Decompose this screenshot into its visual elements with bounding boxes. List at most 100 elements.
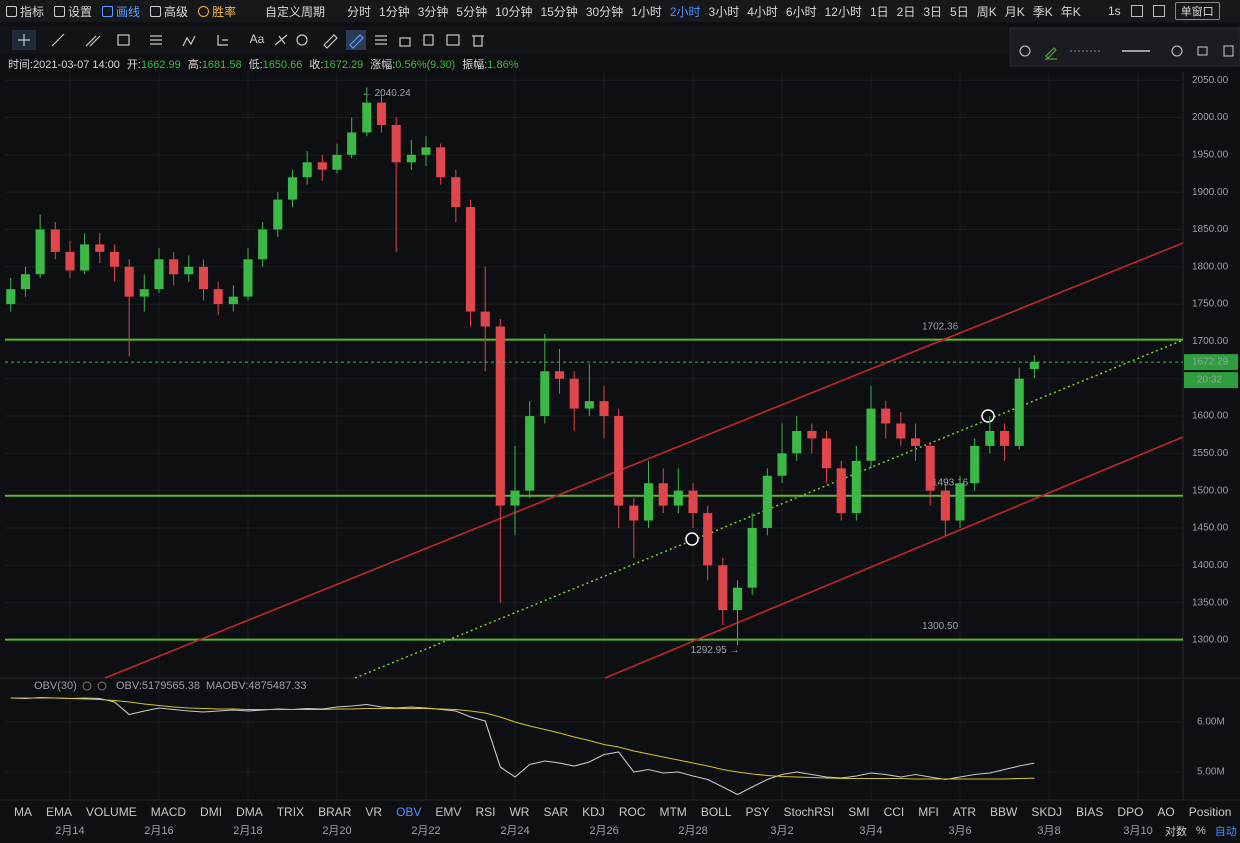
- period[interactable]: 2日: [896, 4, 916, 19]
- indicator-tab[interactable]: BBW: [990, 805, 1018, 819]
- indicator-tab[interactable]: VR: [365, 805, 383, 819]
- tool-fib[interactable]: [150, 35, 162, 45]
- popout[interactable]: [1152, 5, 1165, 17]
- candle-body: [258, 229, 268, 260]
- indicator-tab[interactable]: MTM: [659, 805, 687, 819]
- indicator-tab[interactable]: CCI: [883, 805, 905, 819]
- indicator-tab[interactable]: DMI: [200, 805, 223, 819]
- tool-magnet[interactable]: [296, 34, 308, 46]
- tool-wave[interactable]: [182, 35, 196, 47]
- tool-copy[interactable]: [423, 34, 434, 46]
- indicator-tab[interactable]: VOLUME: [86, 805, 137, 819]
- period[interactable]: 月K: [1004, 4, 1025, 19]
- indicator-tab[interactable]: BOLL: [700, 805, 732, 819]
- indicator-tab[interactable]: MA: [14, 805, 32, 819]
- period[interactable]: 季K: [1032, 4, 1053, 19]
- custom-period[interactable]: 自定义周期: [265, 4, 326, 19]
- indicator-tab[interactable]: DMA: [236, 805, 263, 819]
- tool-draw-mode[interactable]: [349, 34, 364, 49]
- toolbar-item[interactable]: 高级: [150, 3, 188, 20]
- period[interactable]: 3日: [923, 4, 943, 19]
- float-tool-undo[interactable]: [1019, 45, 1031, 57]
- period[interactable]: 30分钟: [585, 4, 624, 19]
- fullscreen[interactable]: [1130, 5, 1143, 17]
- indicator-tab[interactable]: AO: [1157, 805, 1175, 819]
- indicator-tab[interactable]: SAR: [543, 805, 569, 819]
- x-tick-label: 3月10: [1123, 825, 1152, 837]
- period[interactable]: 周K: [976, 4, 997, 19]
- indicator-tab[interactable]: StochRSI: [783, 805, 835, 819]
- float-tool-color[interactable]: [1045, 47, 1057, 60]
- period[interactable]: 年K: [1060, 4, 1081, 19]
- period[interactable]: 5分钟: [456, 4, 488, 19]
- anchor-point[interactable]: [981, 409, 995, 423]
- candle-body: [703, 513, 713, 566]
- indicator-tab[interactable]: MACD: [150, 805, 187, 819]
- indicator-tab[interactable]: RSI: [475, 805, 496, 819]
- indicator-tab[interactable]: OBV: [396, 805, 422, 819]
- period[interactable]: 1分钟: [379, 4, 410, 19]
- tool-line[interactable]: [51, 33, 65, 47]
- period[interactable]: 3小时: [708, 4, 740, 19]
- y-tick-label: 1700.00: [1192, 336, 1229, 347]
- toolbar-item[interactable]: 画线: [102, 3, 140, 20]
- tool-selected[interactable]: [346, 30, 366, 50]
- axis-option[interactable]: 自动: [1214, 826, 1237, 838]
- tool-delete[interactable]: [472, 35, 484, 47]
- period[interactable]: 3分钟: [417, 4, 449, 19]
- indicator-tab[interactable]: BRAR: [318, 805, 352, 819]
- candle-body: [65, 251, 75, 271]
- legend-entry: MAOBV:4875487.33: [206, 680, 307, 692]
- tool-brush[interactable]: [274, 34, 288, 46]
- candle-body: [881, 408, 891, 424]
- axis-option[interactable]: %: [1196, 825, 1206, 837]
- tool-cross[interactable]: [18, 34, 30, 46]
- candle-body: [614, 416, 624, 506]
- tool-measure[interactable]: [217, 35, 228, 46]
- period[interactable]: 10分钟: [495, 4, 533, 19]
- indicator-tab[interactable]: SMI: [848, 805, 870, 819]
- tool-channel[interactable]: [85, 35, 101, 47]
- tool-screenshot[interactable]: [446, 34, 460, 46]
- axis-option[interactable]: 对数: [1165, 826, 1187, 838]
- indicator-tab[interactable]: MFI: [918, 805, 939, 819]
- indicator-tab[interactable]: ROC: [618, 805, 646, 819]
- refresh-rate[interactable]: 1s: [1108, 4, 1121, 18]
- window-mode[interactable]: 单窗口: [1174, 2, 1220, 20]
- indicator-tab[interactable]: PSY: [745, 805, 770, 819]
- tool-eye[interactable]: [375, 35, 387, 45]
- period[interactable]: 1日: [869, 4, 889, 19]
- tool-lock[interactable]: [399, 37, 411, 47]
- indicator-tab[interactable]: Position: [1188, 805, 1232, 819]
- float-tool-lock[interactable]: [1197, 46, 1208, 56]
- toolbar-item[interactable]: 指标: [6, 3, 44, 20]
- period[interactable]: 12小时: [824, 4, 862, 19]
- info-item: 涨幅:0.56%(9.30): [370, 56, 455, 72]
- tool-text[interactable]: Aa: [250, 32, 265, 46]
- tool-pen[interactable]: [323, 34, 338, 49]
- indicator-tab[interactable]: BIAS: [1076, 805, 1104, 819]
- indicator-tab[interactable]: TRIX: [276, 805, 305, 819]
- indicator-tab[interactable]: WR: [509, 805, 530, 819]
- countdown-box: [1184, 372, 1238, 389]
- indicator-tab[interactable]: EMV: [435, 805, 462, 819]
- drawing-tools[interactable]: [12, 30, 484, 50]
- anchor-point[interactable]: [685, 532, 699, 546]
- toolbar-item[interactable]: 设置: [54, 3, 92, 20]
- period[interactable]: 1小时: [631, 4, 662, 19]
- indicator-tab[interactable]: KDJ: [582, 805, 605, 819]
- float-tool-delete[interactable]: [1223, 45, 1234, 57]
- toolbar-item[interactable]: 胜率: [198, 3, 236, 20]
- period[interactable]: 6小时: [785, 4, 817, 19]
- indicator-tab[interactable]: DPO: [1117, 805, 1144, 819]
- indicator-tab[interactable]: SKDJ: [1031, 805, 1063, 819]
- period[interactable]: 2小时: [669, 4, 701, 19]
- indicator-tab[interactable]: ATR: [952, 805, 977, 819]
- period[interactable]: 分时: [347, 4, 372, 19]
- indicator-tab[interactable]: EMA: [46, 805, 73, 819]
- tool-rect[interactable]: [117, 34, 130, 46]
- period[interactable]: 15分钟: [540, 4, 578, 19]
- float-tool-settings[interactable]: [1171, 45, 1183, 57]
- period[interactable]: 5日: [950, 4, 969, 19]
- period[interactable]: 4小时: [747, 4, 778, 19]
